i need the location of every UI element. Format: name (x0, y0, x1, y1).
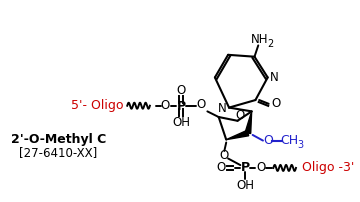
Text: P: P (176, 100, 185, 113)
Text: N: N (270, 71, 279, 84)
Text: [27-6410-XX]: [27-6410-XX] (19, 146, 98, 159)
Text: 2'-O-Methyl C: 2'-O-Methyl C (11, 133, 106, 146)
Polygon shape (226, 130, 249, 140)
Text: O: O (176, 84, 186, 97)
Text: OH: OH (172, 116, 190, 129)
Text: O: O (271, 97, 281, 110)
Text: O: O (256, 161, 266, 174)
Text: O: O (236, 109, 245, 122)
Text: Oligo -3': Oligo -3' (302, 161, 354, 174)
Text: O: O (220, 149, 229, 162)
Text: P: P (240, 161, 249, 174)
Text: O: O (216, 161, 225, 174)
Text: CH: CH (280, 134, 298, 147)
Text: 2: 2 (267, 39, 274, 49)
Text: OH: OH (236, 179, 254, 192)
Polygon shape (245, 111, 252, 134)
Text: O: O (160, 99, 170, 112)
Text: 3: 3 (298, 140, 304, 150)
Text: 5'- Oligo: 5'- Oligo (71, 99, 123, 112)
Text: NH: NH (251, 33, 268, 46)
Text: O: O (263, 134, 273, 147)
Text: N: N (218, 102, 227, 115)
Text: O: O (196, 98, 206, 111)
